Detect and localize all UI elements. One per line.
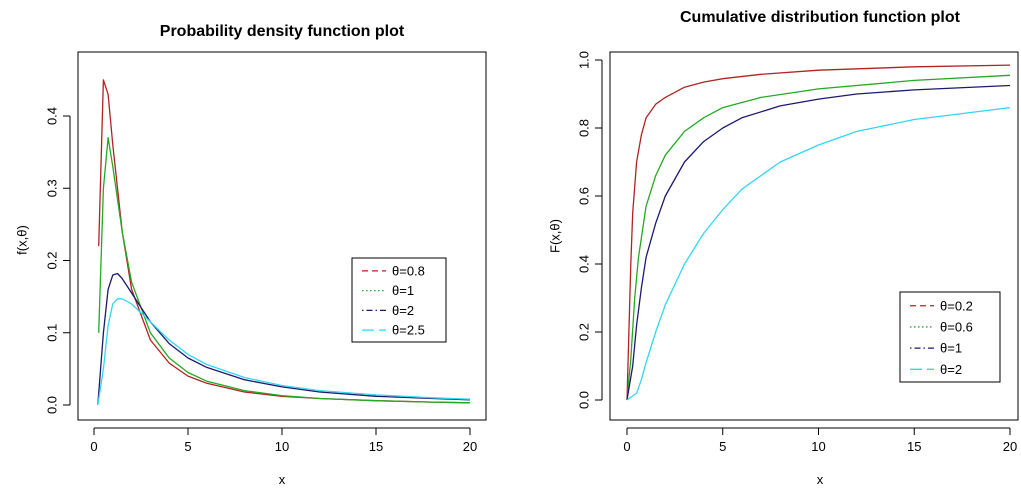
- chart1-x-tick-label: 10: [275, 439, 289, 454]
- chart1-legend-label-1: θ=0.8: [392, 263, 425, 278]
- chart2-y-tick-label: 0.0: [577, 391, 592, 409]
- chart1-series-line-4: [97, 298, 471, 406]
- chart2-legend-label-2: θ=0.6: [940, 319, 973, 334]
- chart2-legend-label-1: θ=0.2: [940, 298, 973, 313]
- chart1-series-line-2: [98, 137, 471, 404]
- chart2-x-tick-label: 5: [719, 439, 726, 454]
- chart2-legend-label-3: θ=1: [940, 341, 962, 356]
- chart1-y-tick-label: 0.0: [45, 396, 60, 414]
- chart2-series-line-2: [626, 74, 1011, 401]
- chart1-legend-label-2: θ=1: [392, 283, 414, 298]
- chart1-y-axis-label: f(x,θ): [15, 225, 30, 255]
- chart2-y-tick-label: 1.0: [577, 51, 592, 69]
- chart1-y-tick-label: 0.1: [45, 324, 60, 342]
- chart1-legend-label-4: θ=2.5: [392, 323, 425, 338]
- chart2-x-axis-label: x: [817, 472, 824, 487]
- chart1-x-tick-label: 20: [463, 439, 477, 454]
- chart2-series-line-3: [626, 84, 1011, 401]
- chart2-series-line-4: [626, 106, 1011, 401]
- chart1-series-line-1: [98, 79, 471, 404]
- chart2-y-tick-label: 0.2: [577, 323, 592, 341]
- chart2-title: Cumulative distribution function plot: [680, 9, 961, 26]
- chart1-y-tick-label: 0.2: [45, 251, 60, 269]
- chart2-x-tick-label: 15: [907, 439, 921, 454]
- chart2-y-tick-label: 0.4: [577, 255, 592, 273]
- chart1-plot-frame: [77, 51, 487, 421]
- chart1-x-axis-label: x: [279, 472, 286, 487]
- chart2-x-tick-label: 0: [623, 439, 630, 454]
- chart1-x-tick-label: 5: [184, 439, 191, 454]
- chart2-x-tick-label: 20: [1003, 439, 1017, 454]
- chart2-plot-frame: [609, 51, 1019, 421]
- chart2-legend-box: [899, 291, 1001, 383]
- chart2-series-line-1: [626, 64, 1011, 401]
- chart1-y-tick-label: 0.4: [45, 107, 60, 125]
- chart1-series-line-3: [97, 272, 471, 406]
- chart1-legend-label-3: θ=2: [392, 303, 414, 318]
- chart2-y-tick-label: 0.6: [577, 187, 592, 205]
- chart1-x-tick-label: 15: [369, 439, 383, 454]
- chart1-x-tick-label: 0: [90, 439, 97, 454]
- chart1-y-tick-label: 0.3: [45, 179, 60, 197]
- chart1-title: Probability density function plot: [160, 23, 405, 40]
- chart2-y-tick-label: 0.8: [577, 119, 592, 137]
- chart2-x-tick-label: 10: [811, 439, 825, 454]
- chart1-legend-box: [351, 257, 447, 343]
- chart2-legend-label-4: θ=2: [940, 362, 962, 377]
- chart2-y-axis-label: F(x,θ): [548, 219, 563, 253]
